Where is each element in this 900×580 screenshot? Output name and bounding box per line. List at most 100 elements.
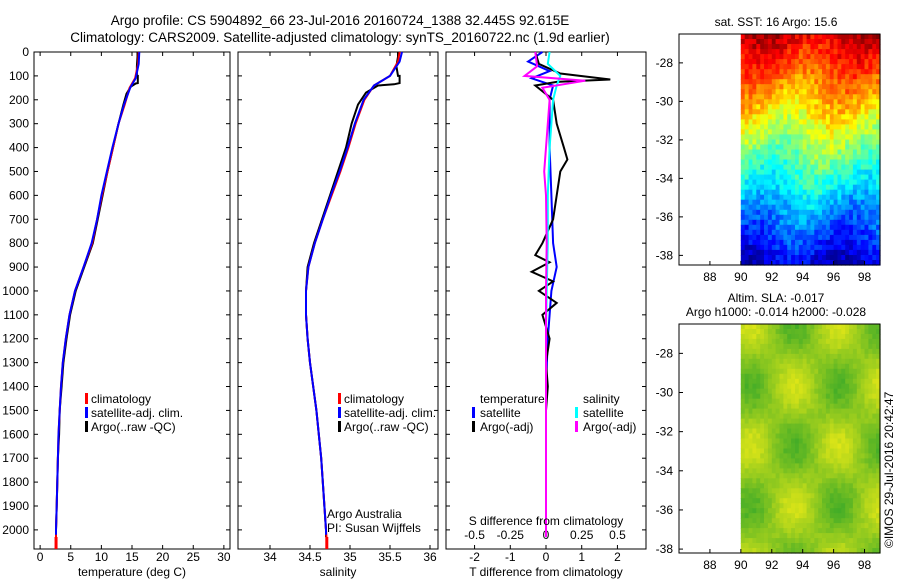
heatmap-cell: [810, 334, 815, 340]
heatmap-cell: [787, 149, 792, 156]
heatmap-cell: [814, 329, 819, 335]
heatmap-cell: [833, 184, 839, 191]
heatmap-cell: [872, 443, 877, 450]
heatmap-cell: [756, 244, 761, 251]
heatmap-cell: [775, 194, 781, 201]
heatmap-cell: [818, 124, 823, 130]
heatmap-cell: [791, 229, 796, 236]
heatmap-cell: [825, 224, 831, 231]
heatmap-cell: [845, 438, 850, 445]
heatmap-cell: [740, 149, 746, 156]
heatmap-cell: [876, 134, 881, 140]
heatmap-cell: [787, 403, 792, 410]
depth-tick-label: 1900: [2, 499, 29, 513]
heatmap-cell: [783, 89, 788, 95]
heatmap-cell: [822, 358, 827, 365]
heatmap-cell: [744, 74, 750, 80]
heatmap-cell: [802, 34, 808, 40]
heatmap-cell: [787, 343, 792, 350]
heatmap-cell: [748, 209, 754, 216]
heatmap-cell: [783, 74, 788, 80]
heatmap-cell: [787, 498, 792, 504]
heatmap-cell: [856, 119, 862, 125]
heatmap-cell: [860, 368, 866, 375]
heatmap-cell: [775, 338, 781, 345]
heatmap-cell: [756, 239, 761, 246]
heatmap-cell: [767, 209, 773, 216]
heatmap-cell: [748, 458, 754, 464]
heatmap-cell: [748, 54, 754, 60]
heatmap-cell: [818, 99, 823, 105]
heatmap-cell: [806, 79, 812, 85]
heatmap-cell: [818, 194, 823, 201]
heatmap-cell: [856, 478, 862, 484]
heatmap-cell: [740, 448, 746, 455]
heatmap-cell: [806, 134, 812, 140]
heatmap-cell: [837, 204, 842, 211]
heatmap-cell: [818, 363, 823, 370]
heatmap-cell: [868, 413, 873, 420]
heatmap-cell: [810, 249, 815, 256]
heatmap-cell: [787, 373, 792, 380]
heatmap-cell: [856, 59, 862, 65]
heatmap-cell: [787, 473, 792, 479]
heatmap-cell: [822, 503, 827, 509]
heatmap-cell: [779, 483, 784, 489]
heatmap-cell: [810, 473, 815, 479]
heatmap-cell: [752, 453, 757, 459]
heatmap-cell: [810, 533, 815, 539]
heatmap-cell: [822, 353, 827, 360]
heatmap-cell: [864, 378, 869, 385]
heatmap-cell: [818, 408, 823, 415]
heatmap-cell: [771, 199, 777, 206]
heatmap-cell: [806, 174, 812, 181]
heatmap-cell: [748, 418, 754, 425]
heatmap-cell: [783, 428, 788, 435]
heatmap-cell: [783, 249, 788, 256]
heatmap-cell: [849, 239, 854, 246]
heatmap-cell: [829, 343, 835, 350]
heatmap-cell: [748, 488, 754, 494]
heatmap-cell: [864, 204, 869, 211]
heatmap-cell: [845, 418, 850, 425]
heatmap-cell: [868, 234, 873, 241]
heatmap-cell: [795, 373, 800, 380]
heatmap-cell: [775, 334, 781, 340]
heatmap-cell: [829, 508, 835, 514]
heatmap-cell: [868, 114, 873, 120]
heatmap-cell: [764, 164, 769, 171]
heatmap-cell: [852, 383, 858, 390]
heatmap-cell: [856, 44, 862, 50]
heatmap-cell: [829, 423, 835, 430]
heatmap-cell: [798, 174, 804, 181]
heatmap-cell: [860, 69, 866, 75]
heatmap-cell: [798, 523, 804, 529]
heatmap-cell: [771, 403, 777, 410]
heatmap-cell: [787, 483, 792, 489]
heatmap-cell: [764, 149, 769, 156]
heatmap-cell: [787, 528, 792, 534]
heatmap-cell: [806, 59, 812, 65]
heatmap-cell: [787, 388, 792, 395]
heatmap-cell: [876, 473, 881, 479]
heatmap-cell: [744, 493, 750, 499]
legend-label: climatology: [91, 392, 151, 406]
heatmap-cell: [825, 179, 831, 186]
heatmap-cell: [829, 154, 835, 161]
heatmap-cell: [760, 164, 765, 171]
heatmap-cell: [767, 393, 773, 400]
heatmap-cell: [822, 538, 827, 544]
top-x-tick-label: -0.25: [497, 528, 525, 542]
heatmap-cell: [856, 483, 862, 489]
heatmap-cell: [764, 89, 769, 95]
heatmap-cell: [806, 229, 812, 236]
heatmap-cell: [767, 214, 773, 221]
heatmap-cell: [787, 348, 792, 355]
heatmap-cell: [852, 388, 858, 395]
heatmap-cell: [852, 104, 858, 110]
heatmap-cell: [864, 184, 869, 191]
heatmap-cell: [852, 154, 858, 161]
heatmap-cell: [756, 249, 761, 256]
heatmap-cell: [779, 244, 784, 251]
heatmap-cell: [752, 59, 757, 65]
